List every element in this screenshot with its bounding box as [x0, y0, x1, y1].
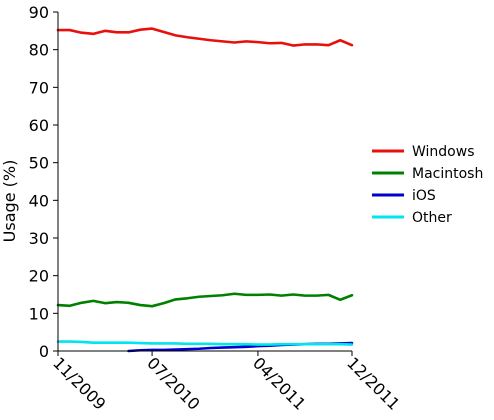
- series-line-windows: [56, 27, 354, 47]
- legend-label: Macintosh: [412, 166, 483, 182]
- y-tick-label: 40: [29, 191, 49, 210]
- y-tick-label: 60: [29, 116, 49, 135]
- y-tick-label: 10: [29, 304, 49, 323]
- x-tick-label: 04/2011: [249, 353, 309, 413]
- y-tick-label: 50: [29, 154, 49, 173]
- series-line-macintosh: [56, 292, 354, 308]
- x-tick-label: 07/2010: [143, 353, 203, 413]
- legend-label: Other: [412, 210, 452, 226]
- legend-label: Windows: [412, 144, 475, 160]
- y-tick-label: 90: [29, 3, 49, 22]
- y-tick-label: 0: [39, 342, 49, 361]
- series-layer: [56, 27, 354, 353]
- x-tick-label: 12/2011: [343, 353, 403, 413]
- y-tick-label: 80: [29, 41, 49, 60]
- legend: Windows Macintosh iOS Other: [372, 144, 483, 226]
- y-axis-title: Usage (%): [0, 160, 19, 243]
- x-tick-label: 11/2009: [49, 353, 109, 413]
- y-tick-label: 20: [29, 267, 49, 286]
- legend-label: iOS: [412, 188, 436, 204]
- axes-layer: 0 10 20 30 40 50 60 70 80 90 11/2009 07/2010 04/2011…: [29, 3, 404, 414]
- y-tick-label: 70: [29, 78, 49, 97]
- y-tick-label: 30: [29, 229, 49, 248]
- series-line-other: [56, 340, 354, 346]
